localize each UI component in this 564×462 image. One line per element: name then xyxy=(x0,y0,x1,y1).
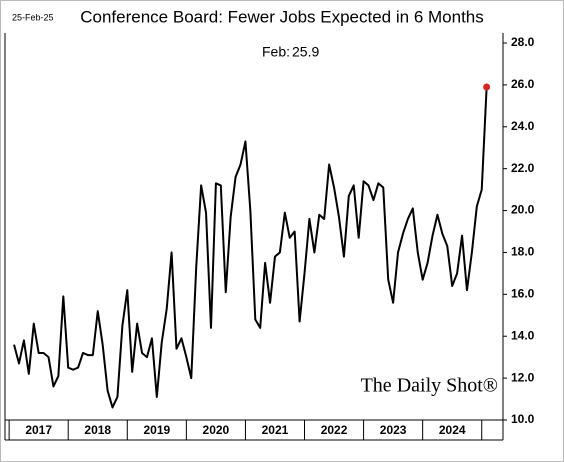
annotation-label: Feb: xyxy=(262,44,290,60)
y-tick-label: 20.0 xyxy=(511,203,535,217)
y-tick-label: 24.0 xyxy=(511,119,535,133)
date-stamp: 25-Feb-25 xyxy=(12,12,54,22)
annotation-value: 25.9 xyxy=(292,44,319,60)
y-tick-label: 16.0 xyxy=(511,287,535,301)
x-tick-label: 2019 xyxy=(143,423,170,437)
x-tick-label: 2024 xyxy=(439,423,466,437)
y-tick-label: 12.0 xyxy=(511,370,535,384)
last-point xyxy=(483,83,491,91)
y-tick-label: 22.0 xyxy=(511,161,535,175)
x-tick-label: 2018 xyxy=(84,423,111,437)
y-tick-label: 26.0 xyxy=(511,77,535,91)
y-tick-label: 14.0 xyxy=(511,328,535,342)
y-tick-label: 10.0 xyxy=(511,412,535,426)
x-tick-label: 2017 xyxy=(25,423,52,437)
x-tick-label: 2022 xyxy=(321,423,348,437)
y-tick-label: 18.0 xyxy=(511,245,535,259)
y-tick-label: 28.0 xyxy=(511,35,535,49)
x-tick-label: 2023 xyxy=(380,423,407,437)
chart-title: Conference Board: Fewer Jobs Expected in… xyxy=(80,7,484,26)
watermark: The Daily Shot® xyxy=(361,375,498,397)
x-tick-label: 2021 xyxy=(262,423,289,437)
line xyxy=(13,86,488,409)
x-tick-label: 2020 xyxy=(203,423,230,437)
